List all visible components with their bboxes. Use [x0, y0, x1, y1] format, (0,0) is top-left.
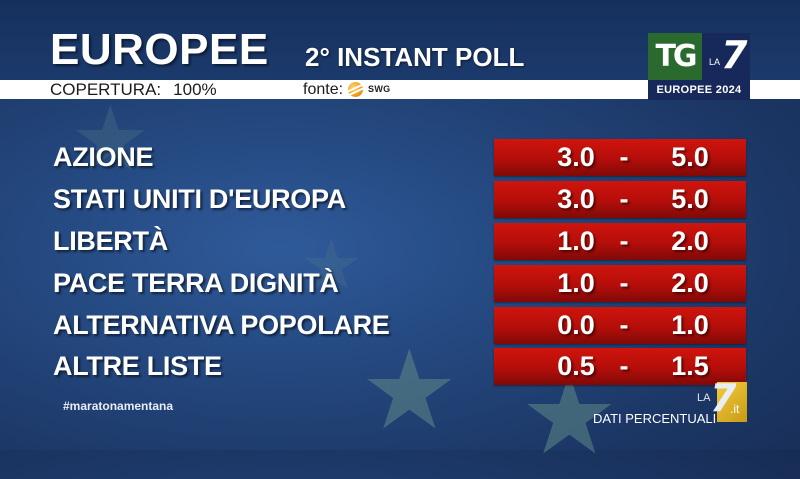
range-high: 1.5 — [671, 351, 709, 381]
eu-star-icon: ★ — [300, 224, 363, 306]
eu-star-icon: ★ — [70, 87, 151, 192]
tg-logo-text: TG — [648, 33, 702, 80]
swg-logo-icon — [348, 82, 364, 97]
eu-star-icon: ★ — [360, 326, 459, 454]
table-row: LIBERTÀ 1.0 - 2.0 — [0, 223, 800, 260]
data-unit-note: DATI PERCENTUALI — [593, 411, 717, 426]
party-name: PACE TERRA DIGNITÀ — [53, 268, 339, 298]
range-bar: 3.0 - 5.0 — [494, 181, 746, 218]
range-high: 2.0 — [671, 226, 709, 256]
range-bar: 1.0 - 2.0 — [494, 265, 746, 302]
range-separator: - — [619, 226, 629, 256]
range-separator: - — [619, 142, 629, 172]
range-high: 5.0 — [671, 142, 709, 172]
range-high: 1.0 — [671, 310, 709, 340]
la7-it-box — [717, 382, 747, 422]
coverage-info: COPERTURA: 100% — [50, 80, 217, 99]
la7-la-text: LA — [709, 57, 721, 67]
range-low: 0.5 — [557, 351, 595, 381]
watermark-seven-text: 7 — [710, 376, 737, 420]
table-row: AZIONE 3.0 - 5.0 — [0, 139, 800, 176]
range-high: 2.0 — [671, 268, 709, 298]
range-bar: 3.0 - 5.0 — [494, 139, 746, 176]
range-separator: - — [619, 184, 629, 214]
party-name: ALTRE LISTE — [53, 351, 222, 381]
watermark-la-text: LA — [697, 392, 711, 404]
source-name: SWG — [368, 84, 391, 94]
tg-la7-logo: TG LA 7 EUROPEE 2024 — [648, 33, 750, 100]
coverage-value: 100% — [173, 80, 217, 99]
poll-subtitle: 2° INSTANT POLL — [305, 42, 525, 72]
range-low: 3.0 — [557, 184, 595, 214]
la7-it-watermark: LA 7 .it — [697, 376, 749, 425]
hashtag: #maratonamentana — [63, 399, 174, 413]
party-name: ALTERNATIVA POPOLARE — [53, 310, 390, 340]
table-row: STATI UNITI D'EUROPA 3.0 - 5.0 — [0, 181, 800, 218]
range-separator: - — [619, 268, 629, 298]
party-name: AZIONE — [53, 142, 154, 172]
range-low: 1.0 — [557, 268, 595, 298]
watermark-it-text: .it — [730, 402, 740, 416]
la7-seven-text: 7 — [721, 33, 748, 77]
table-row: ALTRE LISTE 0.5 - 1.5 — [0, 348, 800, 385]
party-name: LIBERTÀ — [53, 226, 168, 256]
range-bar: 0.0 - 1.0 — [494, 307, 746, 344]
range-low: 0.0 — [557, 310, 595, 340]
coverage-label: COPERTURA: — [50, 80, 162, 99]
table-row: ALTERNATIVA POPOLARE 0.0 - 1.0 — [0, 307, 800, 344]
source-info: fonte: SWG — [303, 80, 390, 99]
info-strip — [0, 80, 800, 99]
range-low: 3.0 — [557, 142, 595, 172]
la7-logo-block: LA 7 — [702, 33, 750, 80]
range-high: 5.0 — [671, 184, 709, 214]
table-row: PACE TERRA DIGNITÀ 1.0 - 2.0 — [0, 265, 800, 302]
range-bar: 0.5 - 1.5 — [494, 348, 746, 385]
edition-label: EUROPEE 2024 — [648, 80, 750, 100]
source-label: fonte: — [303, 81, 344, 98]
range-separator: - — [619, 351, 629, 381]
range-separator: - — [619, 310, 629, 340]
range-bar: 1.0 - 2.0 — [494, 223, 746, 260]
range-low: 1.0 — [557, 226, 595, 256]
page-title: EUROPEE — [50, 25, 269, 74]
party-name: STATI UNITI D'EUROPA — [53, 184, 346, 214]
